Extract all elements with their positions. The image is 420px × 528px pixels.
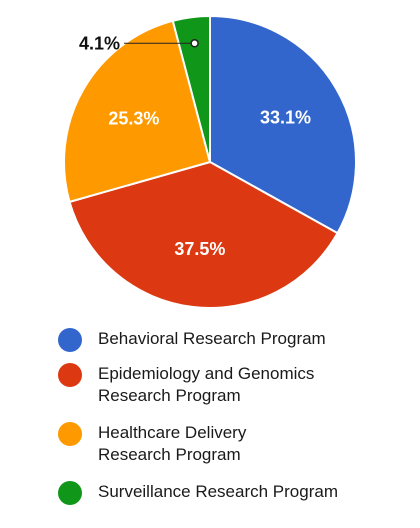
legend-label-surveillance: Surveillance Research Program xyxy=(98,482,338,501)
pie-slice-healthcare[interactable] xyxy=(63,19,212,204)
pie-slice-surveillance[interactable] xyxy=(171,14,211,163)
legend-swatch-healthcare xyxy=(58,422,82,446)
legend-swatch-behavioral xyxy=(58,328,82,352)
pie-value-label-surveillance: 4.1% xyxy=(79,33,120,53)
legend-item-behavioral[interactable]: Behavioral Research Program xyxy=(58,328,368,352)
legend-label-behavioral: Behavioral Research Program xyxy=(98,329,326,348)
pie-value-label-behavioral: 33.1% xyxy=(260,108,311,128)
pie-value-label-healthcare: 25.3% xyxy=(108,109,159,129)
pie-chart: 33.1% 37.5% 25.3% 4.1% xyxy=(63,14,357,309)
legend-label-epidemiology: Epidemiology and Genomics Research Progr… xyxy=(98,364,315,405)
pie-slices xyxy=(63,14,357,309)
legend-item-healthcare[interactable]: Healthcare Delivery Research Program xyxy=(58,422,368,466)
legend-label-healthcare: Healthcare Delivery Research Program xyxy=(98,423,247,464)
legend-item-epidemiology[interactable]: Epidemiology and Genomics Research Progr… xyxy=(58,363,368,407)
pie-slice-behavioral[interactable] xyxy=(209,14,357,235)
pie-value-label-epidemiology: 37.5% xyxy=(174,239,225,259)
legend-item-surveillance[interactable]: Surveillance Research Program xyxy=(58,481,368,505)
leader-dot-surveillance xyxy=(190,39,199,48)
pie-labels: 33.1% 37.5% 25.3% 4.1% xyxy=(79,33,311,259)
legend-swatch-epidemiology xyxy=(58,363,82,387)
pie-slice-epidemiology[interactable] xyxy=(68,160,339,309)
legend-swatch-surveillance xyxy=(58,481,82,505)
